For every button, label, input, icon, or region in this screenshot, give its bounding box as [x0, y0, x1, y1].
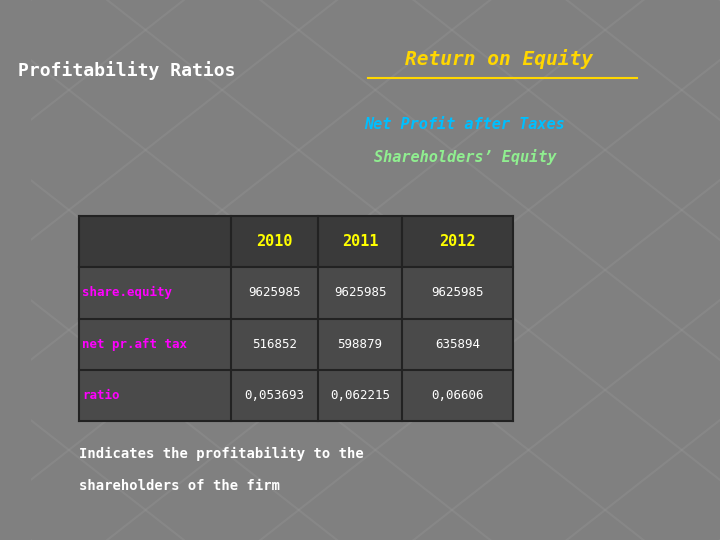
Text: share.equity: share.equity	[82, 286, 172, 300]
Text: 635894: 635894	[436, 338, 480, 351]
Text: 2012: 2012	[440, 234, 476, 249]
Text: Profitability Ratios: Profitability Ratios	[19, 60, 236, 80]
Text: 0,062215: 0,062215	[330, 389, 390, 402]
Text: Return on Equity: Return on Equity	[405, 49, 593, 70]
Text: 9625985: 9625985	[334, 286, 387, 300]
Bar	[79, 216, 513, 267]
Text: 2011: 2011	[342, 234, 378, 249]
Text: 0,053693: 0,053693	[244, 389, 305, 402]
Text: 2010: 2010	[256, 234, 292, 249]
Text: Net Profit after Taxes: Net Profit after Taxes	[364, 117, 565, 132]
Text: 0,06606: 0,06606	[431, 389, 484, 402]
Text: Shareholders’ Equity: Shareholders’ Equity	[374, 148, 556, 165]
Text: 598879: 598879	[338, 338, 382, 351]
Text: 9625985: 9625985	[431, 286, 484, 300]
Text: shareholders of the firm: shareholders of the firm	[79, 479, 280, 493]
Text: Indicates the profitability to the: Indicates the profitability to the	[79, 447, 364, 461]
Bar	[79, 216, 513, 421]
Text: 9625985: 9625985	[248, 286, 300, 300]
Text: net pr.aft tax: net pr.aft tax	[82, 338, 187, 351]
Text: 516852: 516852	[252, 338, 297, 351]
Text: ratio: ratio	[82, 389, 120, 402]
